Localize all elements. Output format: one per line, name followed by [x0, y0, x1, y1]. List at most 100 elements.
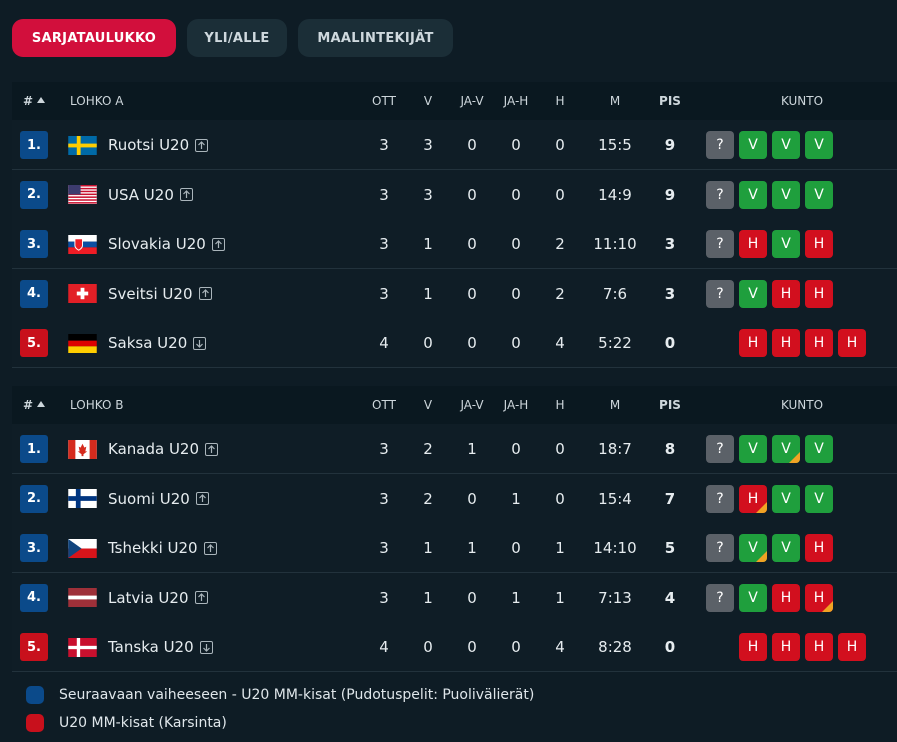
- stat-cell: 2: [555, 284, 565, 303]
- stat-cell: 9: [664, 136, 676, 154]
- sort-icon: [37, 401, 45, 407]
- form-result: H: [780, 285, 792, 302]
- form-badge: H: [805, 534, 833, 563]
- stat-cell: 2: [555, 235, 565, 254]
- stat-cell: 11:10: [593, 235, 637, 254]
- form-badge: ?: [706, 279, 734, 308]
- header-cell: JA-H: [503, 398, 529, 412]
- stat-cell: 0: [467, 638, 477, 657]
- team-name[interactable]: Kanada U20: [108, 440, 219, 458]
- stat-cell: 14:10: [593, 539, 637, 558]
- stat-cell: 5: [664, 539, 676, 558]
- sort-icon: [37, 97, 45, 103]
- overtime-corner: [756, 501, 767, 513]
- team-name[interactable]: Saksa U20: [108, 334, 207, 353]
- up-icon: [205, 442, 219, 456]
- form-badge: V: [739, 435, 767, 463]
- stat-cell: 0: [511, 185, 521, 204]
- tab[interactable]: SARJATAULUKKO: [12, 19, 176, 57]
- team-label[interactable]: USA U20: [108, 185, 174, 204]
- flag: [68, 234, 97, 254]
- form-result: V: [814, 186, 824, 203]
- team-label[interactable]: Suomi U20: [108, 489, 190, 508]
- form-result: H: [813, 639, 825, 656]
- stat-cell: 0: [511, 638, 521, 657]
- up-icon: [195, 138, 209, 152]
- stat-cell: 4: [379, 638, 389, 657]
- stat-cell: 0: [467, 136, 477, 154]
- form-result: ?: [716, 490, 724, 507]
- flag: [68, 333, 97, 353]
- overtime-corner: [822, 600, 833, 612]
- stat-cell: 3: [664, 284, 676, 303]
- rank-badge: 5.: [20, 633, 48, 662]
- team-name[interactable]: Latvia U20: [108, 589, 208, 607]
- rank-badge: 3.: [20, 534, 48, 563]
- team-label[interactable]: Slovakia U20: [108, 235, 206, 254]
- form-badge: ?: [706, 131, 734, 159]
- stat-cell: 0: [555, 136, 565, 154]
- stat-cell: 3: [664, 235, 676, 254]
- team-name[interactable]: Tshekki U20: [108, 539, 217, 557]
- form-badge: V: [772, 534, 800, 563]
- form-result: H: [780, 335, 792, 352]
- team-label[interactable]: Latvia U20: [108, 588, 189, 607]
- stat-cell: 1: [511, 588, 521, 607]
- form-badge: ?: [706, 534, 734, 563]
- stat-cell: 0: [467, 284, 477, 303]
- form-badge: H: [739, 230, 767, 259]
- form-badge: ?: [706, 435, 734, 463]
- stat-cell: 1: [423, 588, 433, 607]
- tab[interactable]: YLI/ALLE: [187, 19, 287, 57]
- form-result: H: [813, 335, 825, 352]
- flag: [68, 135, 97, 155]
- stat-cell: 3: [379, 284, 389, 303]
- team-label[interactable]: Tshekki U20: [108, 539, 198, 558]
- form-result: V: [748, 589, 758, 606]
- header-cell: KUNTO: [780, 398, 824, 412]
- team-label[interactable]: Kanada U20: [108, 440, 200, 458]
- flag: [68, 588, 97, 608]
- form-result: H: [747, 490, 759, 507]
- rank-badge: 5.: [20, 329, 48, 358]
- team-name[interactable]: Ruotsi U20: [108, 136, 209, 154]
- form-result: H: [747, 639, 759, 656]
- stat-cell: 0: [555, 440, 565, 458]
- stat-cell: 0: [423, 638, 433, 657]
- form-badge: V: [772, 230, 800, 259]
- form-badge: ?: [706, 230, 734, 259]
- stat-cell: 8:28: [598, 638, 632, 657]
- header-cell: OTT: [372, 398, 396, 412]
- team-name[interactable]: Sveitsi U20: [108, 285, 212, 303]
- rank-badge: 2.: [20, 180, 48, 209]
- form-badge: H: [772, 583, 800, 612]
- legend-swatch: [26, 686, 44, 704]
- group-header: [12, 386, 897, 424]
- tab[interactable]: MAALINTEKIJÄT: [298, 19, 453, 57]
- team-label[interactable]: Ruotsi U20: [108, 136, 190, 154]
- team-name[interactable]: Suomi U20: [108, 490, 209, 508]
- form-result: H: [747, 236, 759, 253]
- flag: [68, 439, 97, 459]
- stat-cell: 1: [467, 440, 477, 458]
- form-result: V: [814, 441, 824, 457]
- header-cell: KUNTO: [780, 94, 824, 108]
- team-label[interactable]: Tanska U20: [108, 638, 194, 657]
- form-result: H: [780, 639, 792, 656]
- team-label[interactable]: Sveitsi U20: [108, 284, 193, 303]
- team-label[interactable]: Saksa U20: [108, 334, 188, 353]
- group-header: [12, 82, 897, 120]
- up-icon: [195, 492, 209, 506]
- stat-cell: 0: [511, 235, 521, 254]
- stat-cell: 5:22: [598, 334, 632, 353]
- stat-cell: 0: [467, 334, 477, 353]
- stat-cell: 2: [423, 489, 433, 508]
- form-badge: ?: [706, 180, 734, 209]
- stat-cell: 0: [511, 539, 521, 558]
- form-result: H: [813, 540, 825, 557]
- team-name[interactable]: Slovakia U20: [108, 235, 225, 253]
- team-name[interactable]: Tanska U20: [108, 638, 213, 656]
- team-name[interactable]: USA U20: [108, 186, 193, 204]
- stat-cell: 3: [379, 136, 389, 154]
